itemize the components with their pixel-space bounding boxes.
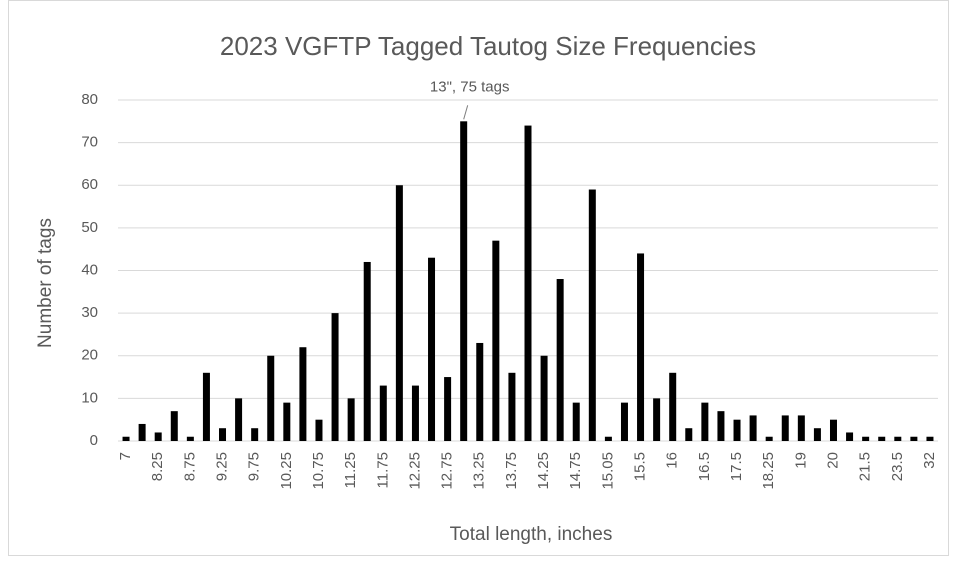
bar <box>556 279 564 441</box>
x-tick-label: 10.75 <box>310 452 327 490</box>
bar <box>572 402 580 441</box>
y-axis-label: Number of tags <box>35 218 56 348</box>
x-tick-label: 18.25 <box>760 452 777 490</box>
x-tick-label: 9.75 <box>246 452 263 481</box>
bar <box>395 185 403 441</box>
x-tick-label: 32 <box>921 452 938 469</box>
bar <box>283 402 291 441</box>
x-tick-label: 12.25 <box>406 452 423 490</box>
bar <box>251 428 259 441</box>
x-tick-label: 13.75 <box>503 452 520 490</box>
x-tick-label: 19 <box>792 452 809 469</box>
bar <box>749 415 757 441</box>
x-tick-label: 16 <box>664 452 681 469</box>
bar <box>331 313 339 441</box>
bar <box>202 372 210 441</box>
y-tick-label: 40 <box>81 261 98 278</box>
x-tick-label: 16.5 <box>696 452 713 481</box>
y-tick-label: 0 <box>90 432 98 449</box>
y-tick-label: 10 <box>81 389 98 406</box>
x-tick-label: 7 <box>117 452 134 460</box>
x-tick-label: 21.5 <box>857 452 874 481</box>
bar <box>444 377 452 441</box>
bar <box>894 436 902 441</box>
bar <box>637 253 645 441</box>
x-tick-label: 8.25 <box>149 452 166 481</box>
bar <box>363 261 371 441</box>
x-tick-label: 11.75 <box>374 452 391 488</box>
x-tick-label: 23.5 <box>889 452 906 481</box>
bar <box>138 423 146 441</box>
x-tick-label: 20 <box>824 452 841 469</box>
bar <box>653 398 661 441</box>
bar <box>878 436 886 441</box>
bar <box>267 355 275 441</box>
bar <box>428 257 436 441</box>
bar <box>235 398 243 441</box>
bar <box>186 436 194 441</box>
bar <box>765 436 773 441</box>
bar <box>829 419 837 441</box>
bar <box>685 428 693 441</box>
bar <box>604 436 612 441</box>
bar <box>926 436 934 441</box>
y-tick-label: 80 <box>81 91 98 108</box>
y-tick-label: 20 <box>81 347 98 364</box>
x-tick-label: 14.25 <box>535 452 552 490</box>
bar <box>170 411 178 441</box>
bar <box>717 411 725 441</box>
bar <box>219 428 227 441</box>
x-tick-label: 9.25 <box>213 452 230 481</box>
bar <box>813 428 821 441</box>
x-tick-label: 15.05 <box>599 452 616 490</box>
bar <box>379 385 387 441</box>
bar <box>411 385 419 441</box>
chart-frame <box>8 0 949 556</box>
x-tick-label: 10.25 <box>278 452 295 490</box>
y-tick-label: 30 <box>81 304 98 321</box>
bar <box>701 402 709 441</box>
chart-title: 2023 VGFTP Tagged Tautog Size Frequencie… <box>220 31 756 61</box>
bar <box>460 121 468 441</box>
bar <box>540 355 548 441</box>
bar <box>669 372 677 441</box>
annotation: 13", 75 tags <box>430 78 510 95</box>
bar <box>154 432 162 441</box>
bar <box>733 419 741 441</box>
bar <box>122 436 130 441</box>
x-axis-label: Total length, inches <box>450 524 613 545</box>
bar <box>492 240 500 441</box>
bar <box>315 419 323 441</box>
bar <box>781 415 789 441</box>
x-tick-label: 14.75 <box>567 452 584 490</box>
bar <box>862 436 870 441</box>
x-tick-label: 13.25 <box>471 452 488 490</box>
bar <box>299 347 307 441</box>
x-tick-label: 8.75 <box>181 452 198 481</box>
y-tick-label: 70 <box>81 134 98 151</box>
x-tick-label: 11.25 <box>342 452 359 488</box>
bar <box>524 125 532 441</box>
x-tick-label: 15.5 <box>632 452 649 481</box>
bar <box>620 402 628 441</box>
bar <box>797 415 805 441</box>
bar <box>508 372 516 441</box>
bar <box>476 342 484 441</box>
y-tick-label: 50 <box>81 219 98 236</box>
bar <box>588 189 596 441</box>
bar <box>910 436 918 441</box>
y-tick-label: 60 <box>81 176 98 193</box>
x-tick-label: 12.75 <box>439 452 456 490</box>
annotation-leader <box>463 105 469 120</box>
x-tick-label: 17.5 <box>728 452 745 481</box>
bar <box>846 432 854 441</box>
bar <box>347 398 355 441</box>
